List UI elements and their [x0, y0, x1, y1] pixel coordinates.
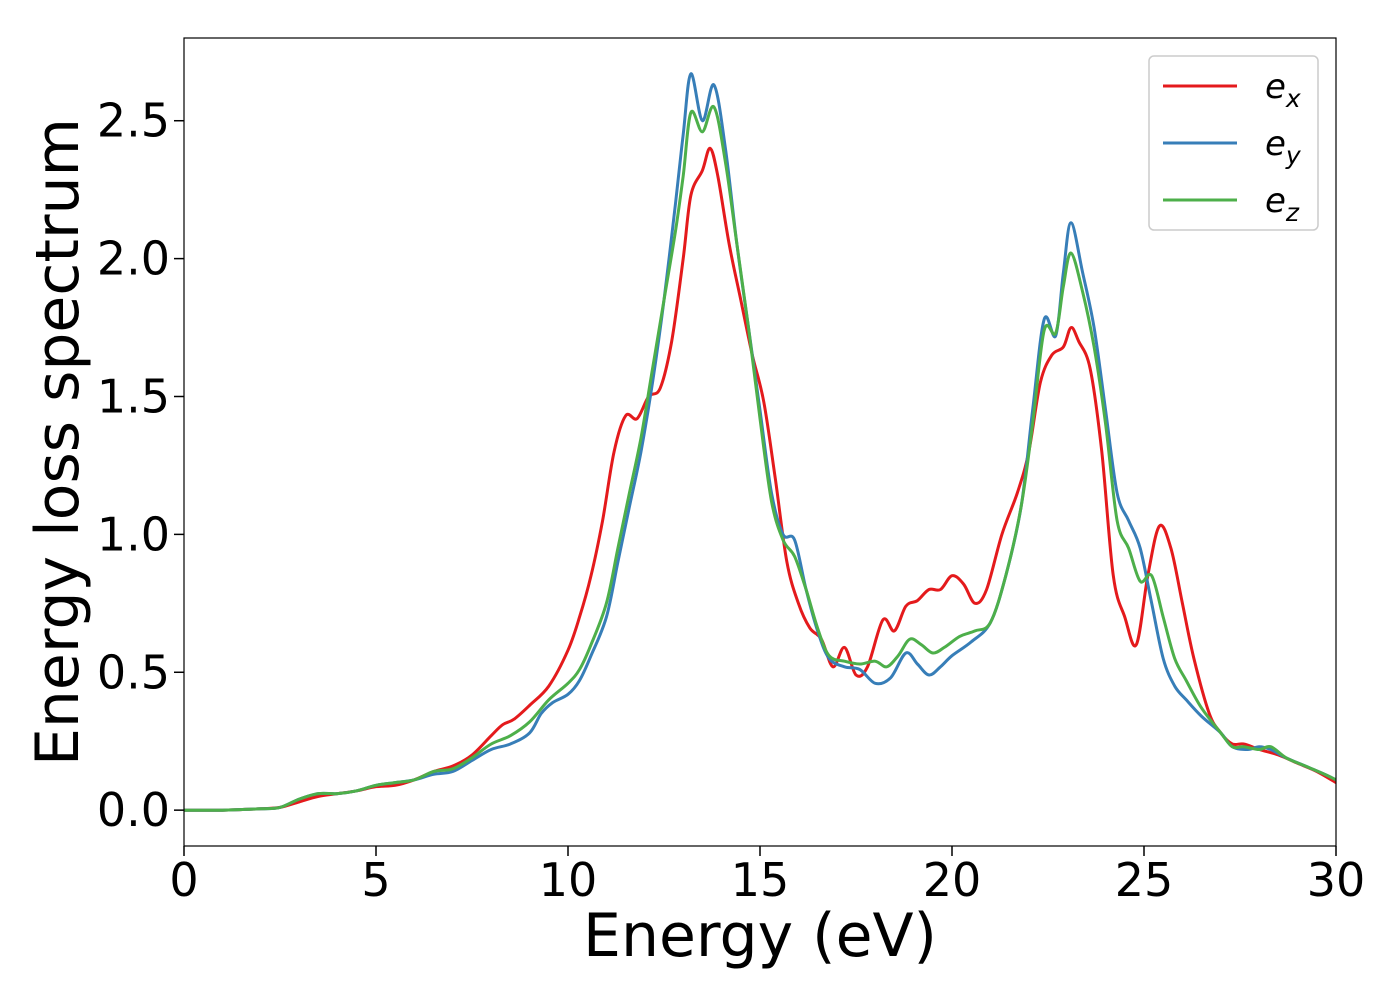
legend-label-ex: ex — [1265, 67, 1301, 113]
x-tick-label: 15 — [731, 853, 790, 907]
x-tick-label: 5 — [361, 853, 390, 907]
series-line-ex — [184, 146, 1336, 812]
legend-label-base: e — [1265, 124, 1286, 164]
series-line-ez — [184, 104, 1336, 812]
x-axis-label: Energy (eV) — [583, 901, 937, 971]
legend-label-ey: ey — [1265, 124, 1302, 170]
y-tick-label: 2.0 — [97, 232, 170, 286]
x-tick-label: 20 — [923, 853, 982, 907]
y-tick-label: 1.5 — [97, 369, 170, 423]
x-tick-label: 25 — [1115, 853, 1174, 907]
x-tick-label: 30 — [1307, 853, 1366, 907]
x-tick-label: 10 — [539, 853, 598, 907]
legend-label-subscript: y — [1285, 141, 1302, 170]
y-tick-label: 1.0 — [97, 507, 170, 561]
legend-label-subscript: z — [1285, 198, 1300, 227]
x-tick-label: 0 — [169, 853, 198, 907]
y-axis: 0.0 0.5 1.0 1.5 2.0 2.5 — [97, 94, 184, 837]
x-axis: 0 5 10 15 20 25 30 — [169, 846, 1365, 907]
series-layer — [184, 72, 1336, 812]
legend-label-base: e — [1265, 181, 1286, 221]
legend-label-ez: ez — [1265, 181, 1300, 227]
y-tick-label: 0.0 — [97, 783, 170, 837]
legend-label-base: e — [1265, 67, 1286, 107]
y-tick-label: 0.5 — [97, 645, 170, 699]
legend-label-subscript: x — [1285, 84, 1301, 113]
y-tick-label: 2.5 — [97, 94, 170, 148]
y-axis-label: Energy loss spectrum — [23, 118, 93, 766]
